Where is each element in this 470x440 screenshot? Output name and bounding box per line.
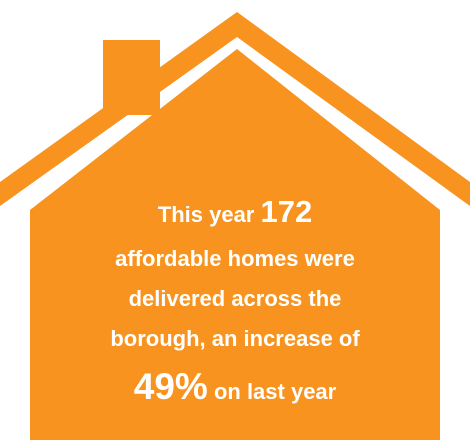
text-line: borough, an increase of [110, 326, 360, 351]
intro: This year [157, 202, 255, 227]
homes-number: 172 [260, 194, 313, 229]
outro: on last year [213, 379, 337, 404]
increase-number: 49% [133, 366, 208, 407]
text-line: This year 172 [30, 196, 440, 227]
text-line: affordable homes were [115, 246, 355, 271]
text-line: delivered across the [128, 286, 342, 311]
house-body [30, 49, 440, 440]
text-line: 49% on last year [30, 368, 440, 405]
